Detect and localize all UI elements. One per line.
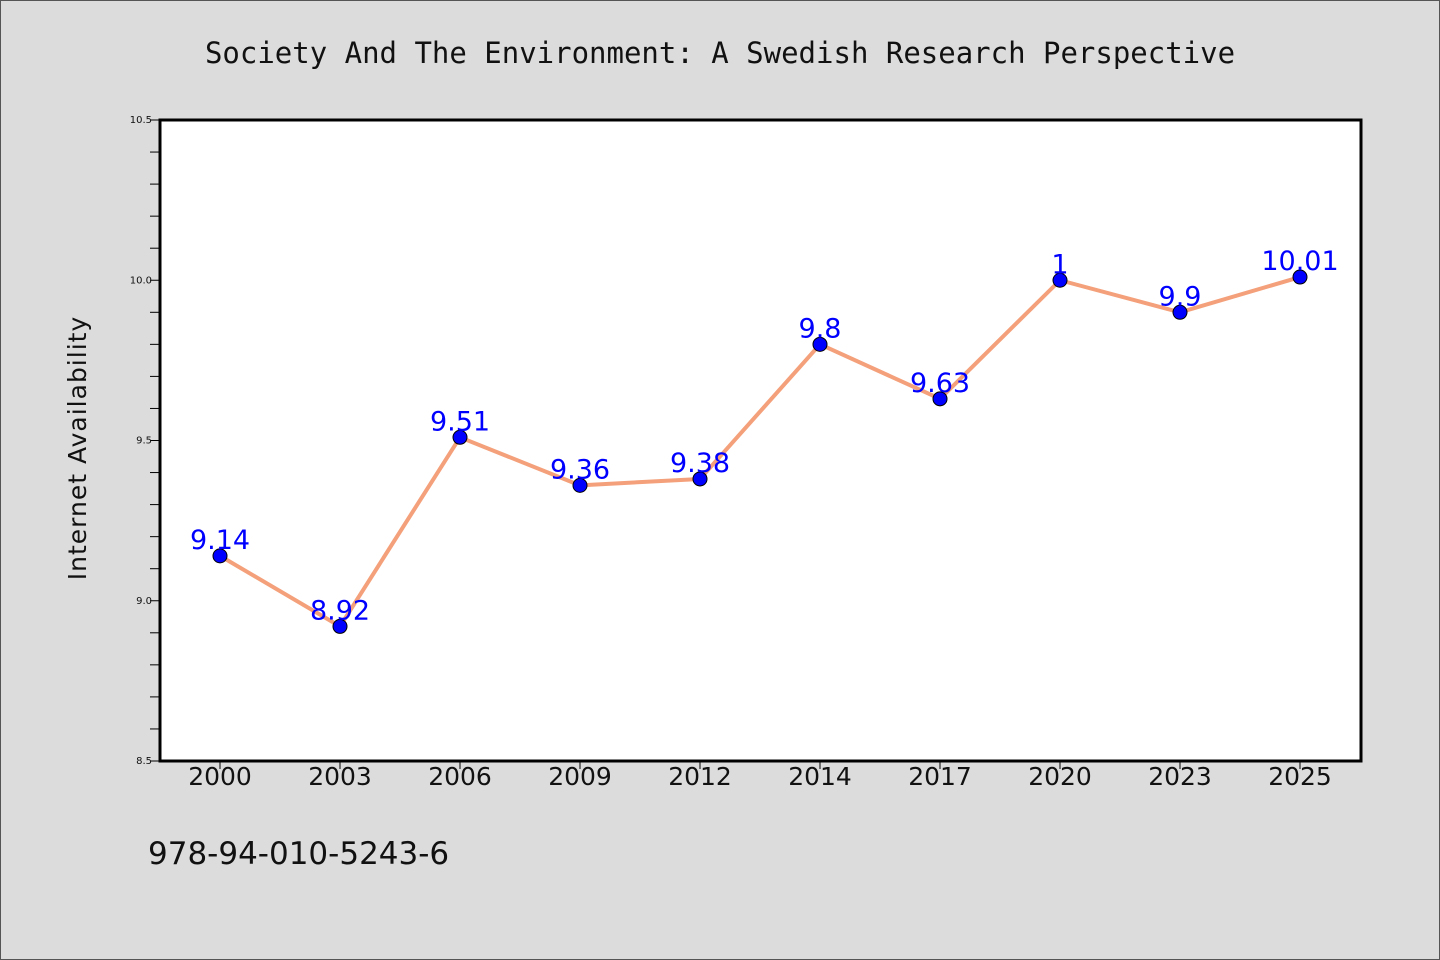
y-tick-label: 9.5 [136, 436, 152, 447]
y-tick-label: 9.0 [136, 596, 152, 607]
data-point [332, 618, 348, 634]
y-tick-label: 8.5 [136, 756, 152, 767]
data-point [452, 429, 468, 445]
data-label: 9.38 [670, 448, 730, 479]
data-point [932, 391, 948, 407]
data-labels: 9.14 8.92 9.51 9.36 9.38 9.8 9.63 1 9.9 10.01 [190, 246, 1339, 626]
data-point [1172, 304, 1188, 320]
y-minor-ticks [150, 119, 160, 762]
data-label: 10.01 [1261, 246, 1338, 277]
y-tick-label: 10.0 [130, 275, 152, 286]
data-label: 8.92 [310, 595, 370, 626]
data-point [1052, 272, 1068, 288]
x-tick-label: 2003 [308, 762, 372, 791]
data-label: 9.9 [1159, 281, 1202, 312]
data-point [812, 336, 828, 352]
data-label: 1 [1051, 249, 1068, 280]
x-tick-label: 2023 [1148, 762, 1212, 791]
series-line [218, 275, 1301, 629]
data-point [572, 477, 588, 493]
data-label: 9.14 [190, 525, 250, 556]
data-markers [212, 269, 1308, 634]
x-tick-label: 2014 [788, 762, 852, 791]
y-tick-label: 10.5 [130, 115, 152, 126]
x-tick-label: 2006 [428, 762, 492, 791]
x-tick-label: 2012 [668, 762, 732, 791]
isbn-text: 978-94-010-5243-6 [148, 836, 449, 872]
data-label: 9.51 [430, 406, 490, 437]
x-tick-label: 2000 [188, 762, 252, 791]
y-tick-labels: 8.5 9.0 9.5 10.0 10.5 [130, 115, 152, 767]
data-label: 9.36 [550, 454, 610, 485]
plot-area [158, 118, 1363, 763]
x-tick-label: 2017 [908, 762, 972, 791]
data-point [1292, 269, 1308, 285]
x-tick-labels: 2000 2003 2006 2009 2012 2014 2017 2020 2023 2025 [188, 762, 1332, 791]
y-axis-label: Internet Availability [63, 316, 92, 580]
data-label: 9.63 [910, 368, 970, 399]
chart-title: Society And The Environment: A Swedish R… [205, 36, 1235, 70]
x-ticks [219, 761, 1301, 769]
x-tick-label: 2025 [1268, 762, 1332, 791]
data-point [212, 548, 228, 564]
data-point [692, 471, 708, 487]
x-tick-label: 2020 [1028, 762, 1092, 791]
data-label: 9.8 [799, 313, 842, 344]
x-tick-label: 2009 [548, 762, 612, 791]
